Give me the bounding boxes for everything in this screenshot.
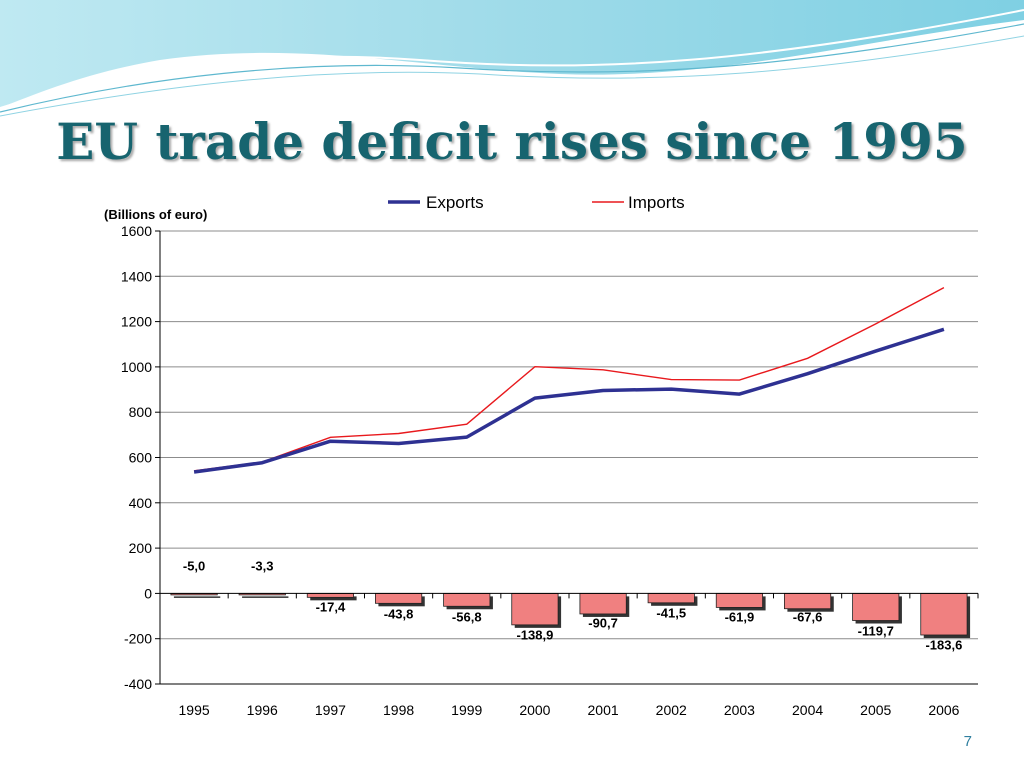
bar-data-label: -61,9 (725, 609, 755, 624)
x-tick-label: 1997 (315, 702, 346, 718)
legend-exports-label: Exports (426, 193, 484, 212)
bar-data-label: -41,5 (656, 605, 686, 620)
deficit-bar (852, 592, 900, 621)
deficit-bar (306, 592, 354, 598)
y-tick-label: 0 (144, 585, 152, 601)
chart-container: 1600 1400 1200 1000 800 600 400 200 0 -200 -400 -5,… (86, 186, 990, 726)
bar-data-label: -119,7 (858, 623, 894, 638)
deficit-bar (579, 592, 627, 615)
bar-data-label: -138,9 (516, 627, 553, 642)
deficit-bar (511, 592, 559, 626)
y-tick-label: 200 (129, 540, 153, 556)
y-tick-label: 1000 (121, 359, 152, 375)
bar-data-label: -183,6 (925, 637, 962, 652)
deficit-bar (715, 592, 763, 608)
bar-shadow (242, 596, 289, 598)
deficit-bar (443, 592, 491, 607)
y-tick-label: 600 (129, 450, 153, 466)
x-tick-label: 2000 (519, 702, 550, 718)
header-wave-decoration (0, 0, 1024, 117)
bar-data-label: -5,0 (183, 558, 205, 573)
x-tick-label: 1995 (179, 702, 210, 718)
deficit-bar (784, 592, 832, 610)
page-number: 7 (963, 733, 972, 750)
legend-imports-label: Imports (628, 193, 685, 212)
x-tick-label: 1998 (383, 702, 414, 718)
y-tick-label: -400 (124, 676, 152, 692)
bar-data-label: -3,3 (251, 558, 273, 573)
bar-data-label: -56,8 (452, 609, 482, 624)
x-tick-label: 1996 (247, 702, 278, 718)
y-tick-label: 1200 (121, 314, 152, 330)
y-tick-label: 1600 (121, 223, 152, 239)
y-tick-label: 1400 (121, 268, 152, 284)
bar-data-label: -90,7 (588, 615, 618, 630)
bar-shadow (173, 596, 221, 598)
x-tick-label: 2003 (724, 702, 755, 718)
bar-data-label: -43,8 (384, 606, 414, 621)
x-tick-label: 2005 (860, 702, 891, 718)
trade-chart: 16001400120010008006004002000-200-400-5,… (104, 193, 979, 718)
x-tick-label: 1999 (451, 702, 482, 718)
y-tick-label: 800 (129, 404, 153, 420)
bar-data-label: -67,6 (793, 609, 823, 624)
exports-line (193, 327, 945, 474)
slide-title: EU trade deficit rises since 1995 (56, 112, 968, 171)
imports-line (193, 287, 945, 472)
deficit-bar (375, 592, 423, 604)
x-tick-label: 2002 (656, 702, 687, 718)
y-tick-label: -200 (124, 631, 152, 647)
x-tick-label: 2001 (588, 702, 619, 718)
bar-shadow (310, 596, 357, 601)
unit-note: (Billions of euro) (104, 207, 207, 222)
y-tick-label: 400 (129, 495, 153, 511)
deficit-bar (920, 592, 968, 636)
deficit-bar (647, 592, 695, 604)
bar-data-label: -17,4 (316, 599, 346, 614)
x-tick-label: 2004 (792, 702, 823, 718)
x-tick-label: 2006 (928, 702, 959, 718)
